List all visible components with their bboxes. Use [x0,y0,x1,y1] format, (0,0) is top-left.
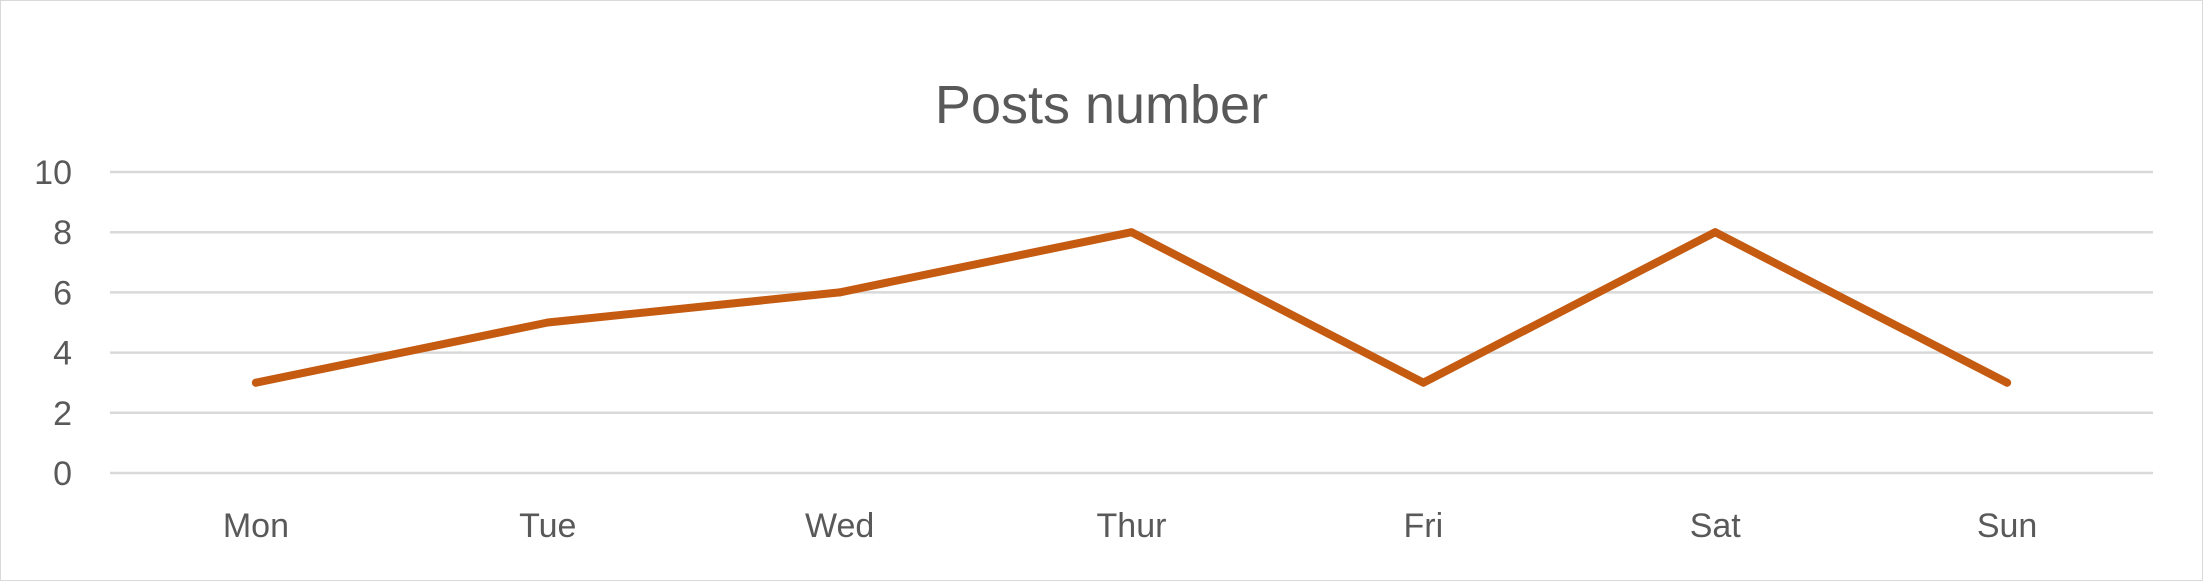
y-tick-label: 6 [53,274,72,312]
x-tick-label: Tue [519,507,576,545]
y-tick-label: 0 [53,455,72,493]
x-tick-label: Fri [1404,507,1444,545]
data-point [1419,378,1428,387]
chart-title: Posts number [934,75,1269,135]
data-point [251,378,260,387]
data-point [1127,228,1136,237]
y-tick-label: 2 [53,395,72,433]
data-point [835,288,844,297]
y-tick-label: 10 [34,154,72,192]
y-tick-label: 8 [53,214,72,252]
data-point [1711,228,1720,237]
y-axis-labels: 0 2 4 6 8 10 [34,154,72,493]
gridlines [110,170,2153,475]
x-tick-label: Sat [1690,507,1742,545]
data-point [543,318,552,327]
x-tick-label: Sun [1977,507,2038,545]
data-point [2003,378,2012,387]
y-tick-label: 4 [53,335,72,373]
x-tick-label: Thur [1097,507,1167,545]
x-axis-labels: Mon Tue Wed Thur Fri Sat Sun [223,507,2037,545]
x-tick-label: Mon [223,507,289,545]
series-lines [251,228,2012,387]
x-tick-label: Wed [805,507,874,545]
series-line [251,228,2012,387]
